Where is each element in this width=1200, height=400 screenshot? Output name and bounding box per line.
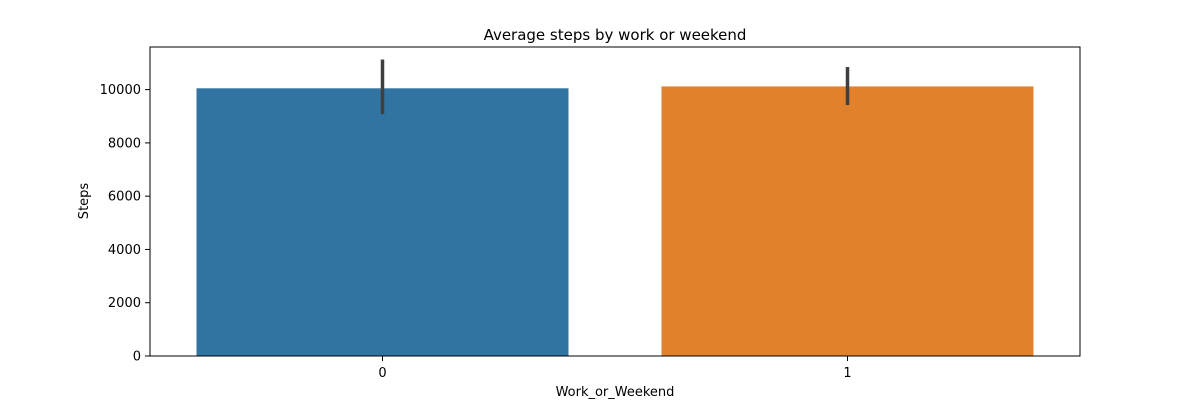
y-tick-label-0: 0 [133, 350, 141, 365]
error-bars-group [380, 59, 850, 115]
y-tick-label-10000: 10000 [100, 83, 141, 98]
y-axis-label: Steps [77, 183, 92, 220]
y-tick-label-2000: 2000 [108, 296, 141, 311]
plot-frame [149, 46, 1081, 357]
x-axis-label: Work_or_Weekend [556, 385, 675, 400]
bars-group [196, 86, 1034, 357]
bar-1 [661, 86, 1034, 357]
x-tick-label-1: 1 [843, 366, 851, 381]
y-tick-label-6000: 6000 [108, 190, 141, 205]
y-tick-label-4000: 4000 [108, 243, 141, 258]
y-tick-label-8000: 8000 [108, 136, 141, 151]
x-tick-label-0: 0 [378, 366, 386, 381]
chart-title: Average steps by work or weekend [484, 26, 747, 44]
y-axis: 0 2000 4000 6000 8000 10000 [100, 83, 150, 365]
bar-0 [196, 88, 569, 357]
